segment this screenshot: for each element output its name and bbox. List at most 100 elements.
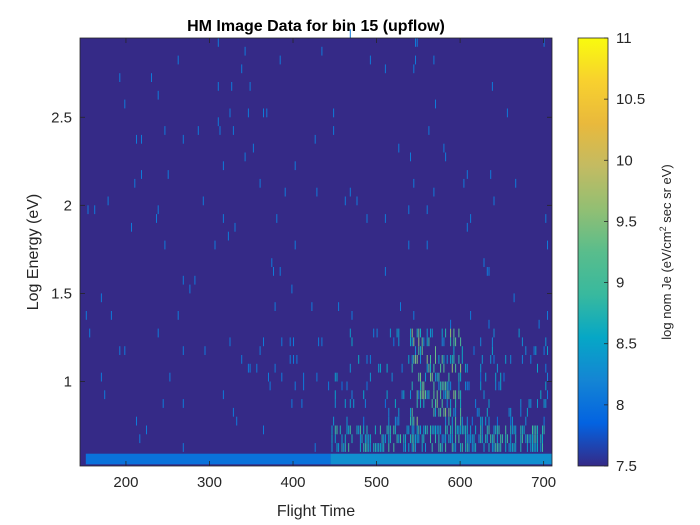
heatmap-cell (461, 425, 463, 435)
heatmap-cell (328, 381, 330, 391)
heatmap-cell (241, 355, 243, 364)
heatmap-cell (451, 434, 453, 444)
heatmap-cell (379, 443, 381, 452)
heatmap-cell (480, 416, 482, 426)
heatmap-cell (222, 390, 224, 400)
heatmap-cell (351, 337, 353, 347)
heatmap-cell (423, 381, 425, 391)
heatmap-cell (460, 372, 462, 382)
heatmap-cell (423, 337, 425, 347)
heatmap-cell (425, 443, 426, 452)
heatmap-cell (333, 108, 335, 118)
heatmap-cell (446, 381, 448, 391)
heatmap-cell (460, 443, 462, 452)
heatmap-cell (535, 434, 537, 444)
heatmap-cell (543, 399, 545, 408)
heatmap-cell (334, 372, 336, 382)
heatmap-cell (446, 355, 448, 364)
heatmap-cell (537, 399, 538, 408)
heatmap-cell (441, 381, 443, 391)
heatmap-cell (515, 434, 517, 444)
heatmap-cell (426, 205, 428, 215)
heatmap-cell (438, 407, 440, 417)
heatmap-cell (303, 381, 305, 391)
heatmap-cell (435, 399, 436, 408)
heatmap-cell (478, 407, 480, 417)
heatmap-cell (521, 355, 523, 364)
heatmap-cell (438, 372, 440, 382)
heatmap-cell (521, 434, 523, 444)
heatmap-cell (466, 443, 468, 452)
heatmap-cell (356, 425, 358, 435)
heatmap-cell (450, 328, 452, 338)
heatmap-cell (416, 399, 418, 408)
heatmap-cell (341, 443, 343, 452)
heatmap-cell (85, 311, 87, 320)
heatmap-cell (537, 434, 538, 444)
heatmap-cell (388, 416, 390, 426)
heatmap-cell (274, 302, 276, 311)
heatmap-cell (411, 416, 413, 426)
heatmap-cell (528, 399, 530, 408)
x-axis-label: Flight Time (277, 503, 355, 520)
heatmap-cell (488, 443, 490, 452)
heatmap-cell (364, 443, 366, 452)
heatmap-cell (455, 407, 457, 417)
heatmap-cell (532, 425, 533, 435)
heatmap-cell (543, 38, 545, 47)
heatmap-cell (435, 99, 436, 109)
heatmap-cell (398, 416, 400, 426)
heatmap-cell (349, 425, 351, 435)
heatmap-cell (463, 425, 465, 435)
heatmap-cell (438, 355, 440, 364)
heatmap-cell (177, 311, 179, 320)
heatmap-cell (443, 390, 445, 400)
heatmap-cell (388, 425, 390, 435)
heatmap-cell (217, 38, 219, 47)
heatmap-cell (421, 381, 423, 391)
heatmap-cell (398, 407, 400, 417)
heatmap-cell (505, 425, 507, 435)
heatmap-cell (423, 399, 425, 408)
heatmap-cell (291, 399, 293, 408)
heatmap-cell (493, 425, 495, 435)
heatmap-cell (532, 434, 533, 444)
heatmap-cell (430, 363, 431, 373)
heatmap-cell (373, 443, 375, 452)
heatmap-cell (410, 434, 411, 444)
heatmap-cell (458, 434, 460, 444)
heatmap-cell (268, 372, 269, 382)
heatmap-cell (466, 222, 468, 232)
heatmap-cell (269, 381, 271, 391)
heatmap-cell (182, 443, 184, 452)
heatmap-cell (373, 328, 375, 338)
heatmap-cell (450, 407, 452, 417)
heatmap-cell (441, 328, 443, 338)
heatmap-cell (379, 363, 381, 373)
heatmap-cell (136, 416, 137, 426)
heatmap-cell (453, 337, 455, 347)
heatmap-cell (498, 425, 500, 435)
heatmap-cell (400, 302, 401, 311)
heatmap-cell (334, 425, 336, 435)
heatmap-cell (542, 434, 543, 444)
heatmap-cell (386, 390, 388, 400)
heatmap-cell (543, 346, 545, 355)
colorbar-label-main: log nom Je (eV/cm (659, 231, 674, 339)
heatmap-cell (418, 425, 420, 435)
heatmap-cell (338, 443, 340, 452)
heatmap-cell (107, 196, 109, 206)
heatmap-cell (430, 425, 431, 435)
heatmap-cell (388, 407, 390, 417)
heatmap-cell (506, 434, 508, 444)
heatmap-cell (500, 443, 502, 452)
heatmap-cell (520, 425, 522, 435)
heatmap-cell (428, 390, 430, 400)
heatmap-cell (421, 443, 423, 452)
heatmap-cell (495, 443, 497, 452)
heatmap-cell (316, 187, 318, 197)
heatmap-cell (440, 390, 442, 400)
bottom-band-segment (85, 453, 331, 465)
heatmap-cell (177, 55, 179, 65)
heatmap-cell (445, 390, 447, 400)
